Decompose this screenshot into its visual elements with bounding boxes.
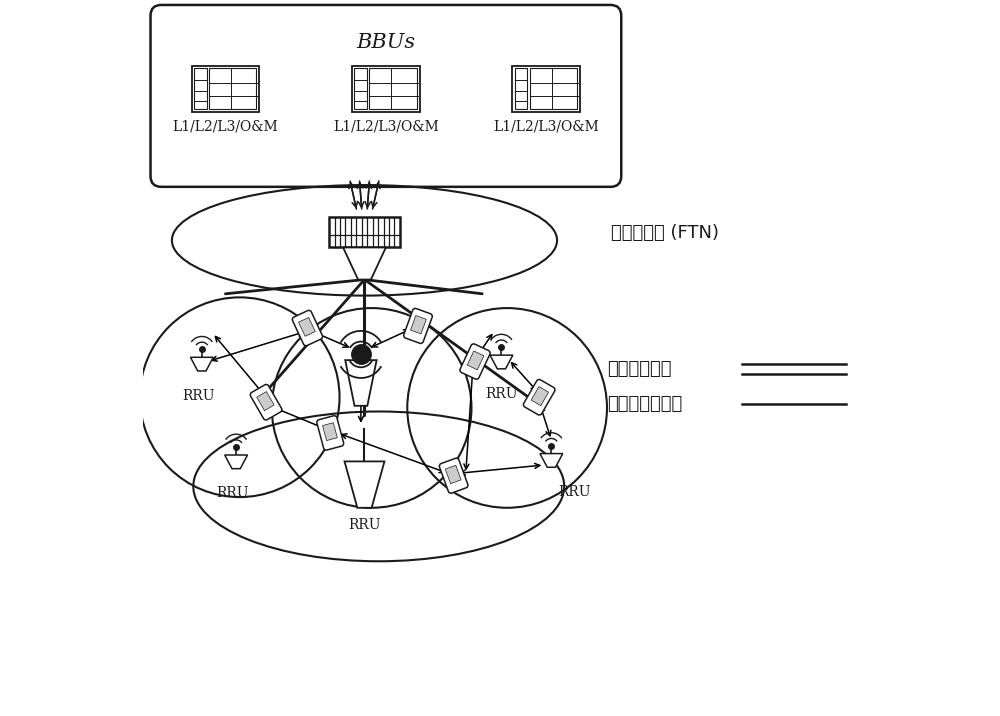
- Bar: [515, 69, 527, 109]
- Text: 前传传送网 (FTN): 前传传送网 (FTN): [611, 224, 719, 242]
- Polygon shape: [345, 461, 384, 508]
- Text: RRU: RRU: [348, 518, 381, 533]
- Bar: [512, 66, 580, 112]
- Polygon shape: [345, 360, 377, 406]
- Polygon shape: [540, 453, 563, 468]
- FancyBboxPatch shape: [292, 310, 323, 346]
- Bar: [354, 69, 367, 109]
- FancyBboxPatch shape: [523, 379, 555, 415]
- Polygon shape: [190, 357, 213, 371]
- Text: RRU: RRU: [558, 485, 591, 499]
- FancyBboxPatch shape: [404, 309, 432, 344]
- FancyBboxPatch shape: [439, 458, 468, 493]
- FancyBboxPatch shape: [531, 387, 549, 406]
- Bar: [329, 218, 400, 248]
- Text: 理想前传连接: 理想前传连接: [607, 359, 671, 378]
- FancyBboxPatch shape: [250, 384, 282, 420]
- Polygon shape: [225, 455, 248, 469]
- FancyBboxPatch shape: [460, 344, 490, 379]
- Bar: [369, 69, 417, 109]
- Text: L1/L2/L3/O&M: L1/L2/L3/O&M: [333, 119, 439, 133]
- Text: RRU: RRU: [216, 486, 249, 500]
- FancyBboxPatch shape: [317, 415, 344, 450]
- FancyBboxPatch shape: [151, 5, 621, 187]
- Bar: [530, 69, 577, 109]
- Text: L1/L2/L3/O&M: L1/L2/L3/O&M: [493, 119, 599, 133]
- FancyBboxPatch shape: [299, 317, 315, 337]
- Text: BBUs: BBUs: [356, 34, 415, 52]
- Text: RRU: RRU: [182, 389, 215, 402]
- Bar: [209, 69, 256, 109]
- Text: 非理想前传连接: 非理想前传连接: [607, 395, 682, 413]
- FancyBboxPatch shape: [323, 422, 337, 440]
- Polygon shape: [490, 355, 513, 369]
- Polygon shape: [343, 248, 386, 279]
- Text: RRU: RRU: [485, 387, 518, 400]
- FancyBboxPatch shape: [411, 316, 426, 334]
- FancyBboxPatch shape: [467, 351, 484, 369]
- Text: L1/L2/L3/O&M: L1/L2/L3/O&M: [173, 119, 278, 133]
- Bar: [352, 66, 420, 112]
- FancyBboxPatch shape: [445, 465, 461, 484]
- Bar: [194, 69, 207, 109]
- FancyBboxPatch shape: [257, 392, 274, 411]
- Bar: [192, 66, 259, 112]
